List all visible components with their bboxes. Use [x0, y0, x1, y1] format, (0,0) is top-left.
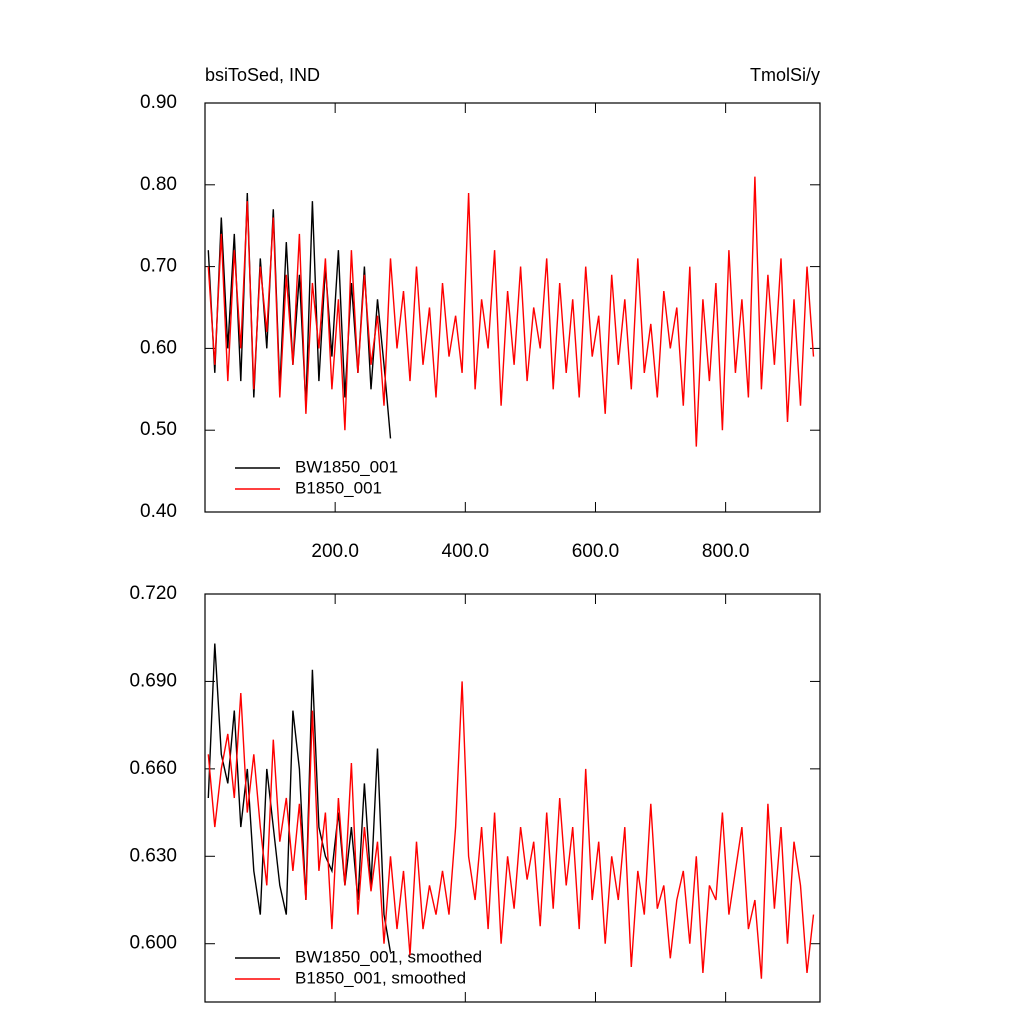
y-tick-label: 0.600 [129, 933, 177, 954]
legend-label: BW1850_001, smoothed [295, 947, 482, 966]
legend-label: BW1850_001 [295, 457, 398, 476]
legend-label: B1850_001, smoothed [295, 968, 466, 987]
y-tick-label: 0.60 [140, 337, 177, 358]
y-tick-label: 0.50 [140, 419, 177, 440]
y-tick-label: 0.40 [140, 501, 177, 522]
chart-title: bsiToSed, IND [205, 65, 320, 85]
series-line [207, 681, 815, 979]
legend-label: B1850_001 [295, 478, 382, 497]
series-line [207, 643, 392, 953]
x-tick-label: 200.0 [311, 541, 359, 562]
x-tick-label: 400.0 [442, 541, 490, 562]
y-tick-label: 0.90 [140, 92, 177, 113]
y-tick-label: 0.660 [129, 758, 177, 779]
x-tick-label: 800.0 [702, 541, 750, 562]
y-tick-label: 0.630 [129, 845, 177, 866]
series-line [207, 192, 392, 439]
plot-frame [204, 102, 821, 513]
series-line [207, 176, 815, 447]
y-tick-label: 0.690 [129, 670, 177, 691]
y-tick-label: 0.720 [129, 583, 177, 604]
plot-frame [204, 593, 821, 1003]
x-tick-label: 600.0 [572, 541, 620, 562]
y-tick-label: 0.80 [140, 174, 177, 195]
units-label: TmolSi/y [750, 65, 820, 85]
y-tick-label: 0.70 [140, 256, 177, 277]
